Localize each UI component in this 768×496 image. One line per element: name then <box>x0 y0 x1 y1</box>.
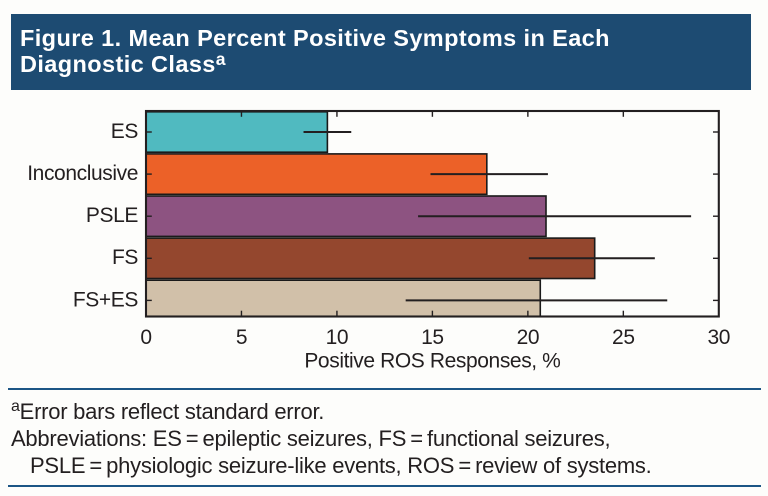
footnote-rule-bottom <box>7 485 761 488</box>
y-category-label-PSLE: PSLE <box>86 204 138 227</box>
x-tick-label-25: 25 <box>612 326 635 349</box>
bar-Inconclusive <box>145 153 488 196</box>
x-tick-label-10: 10 <box>326 326 349 349</box>
x-tick-label-20: 20 <box>517 326 540 349</box>
footnote-error-bars: aError bars reflect standard error. <box>11 398 766 425</box>
y-category-label-FS+ES: FS+ES <box>73 288 139 311</box>
x-tick-label-5: 5 <box>236 326 247 349</box>
footnote-superscript: a <box>11 397 20 415</box>
footnote-abbreviations-line2: PSLE = physiologic seizure-like events, … <box>30 453 652 479</box>
y-category-label-Inconclusive: Inconclusive <box>27 162 138 185</box>
y-category-label-FS: FS <box>112 246 138 269</box>
bar-ES <box>145 111 329 154</box>
y-category-label-ES: ES <box>111 120 139 143</box>
figure-title-superscript: a <box>215 48 226 69</box>
footnote-block: aError bars reflect standard error. Abbr… <box>11 398 766 480</box>
footnote-rule-top <box>7 387 761 390</box>
x-tick-label-0: 0 <box>140 326 151 349</box>
figure-title-line2: Diagnostic Class <box>20 51 216 78</box>
footnote-text: Error bars reflect standard error. <box>19 398 325 424</box>
bar-FS <box>145 237 596 280</box>
x-tick-label-15: 15 <box>421 326 444 349</box>
x-tick-label-30: 30 <box>708 326 731 349</box>
figure-title-band: Figure 1. Mean Percent Positive Symptoms… <box>11 14 751 90</box>
x-axis-title: Positive ROS Responses, % <box>304 350 560 373</box>
figure-title: Figure 1. Mean Percent Positive Symptoms… <box>20 25 680 77</box>
figure-title-line1: Figure 1. Mean Percent Positive Symptoms… <box>20 25 610 52</box>
bar-FS+ES <box>145 279 542 318</box>
footnote-abbreviations-line1: Abbreviations: ES = epileptic seizures, … <box>11 426 611 451</box>
